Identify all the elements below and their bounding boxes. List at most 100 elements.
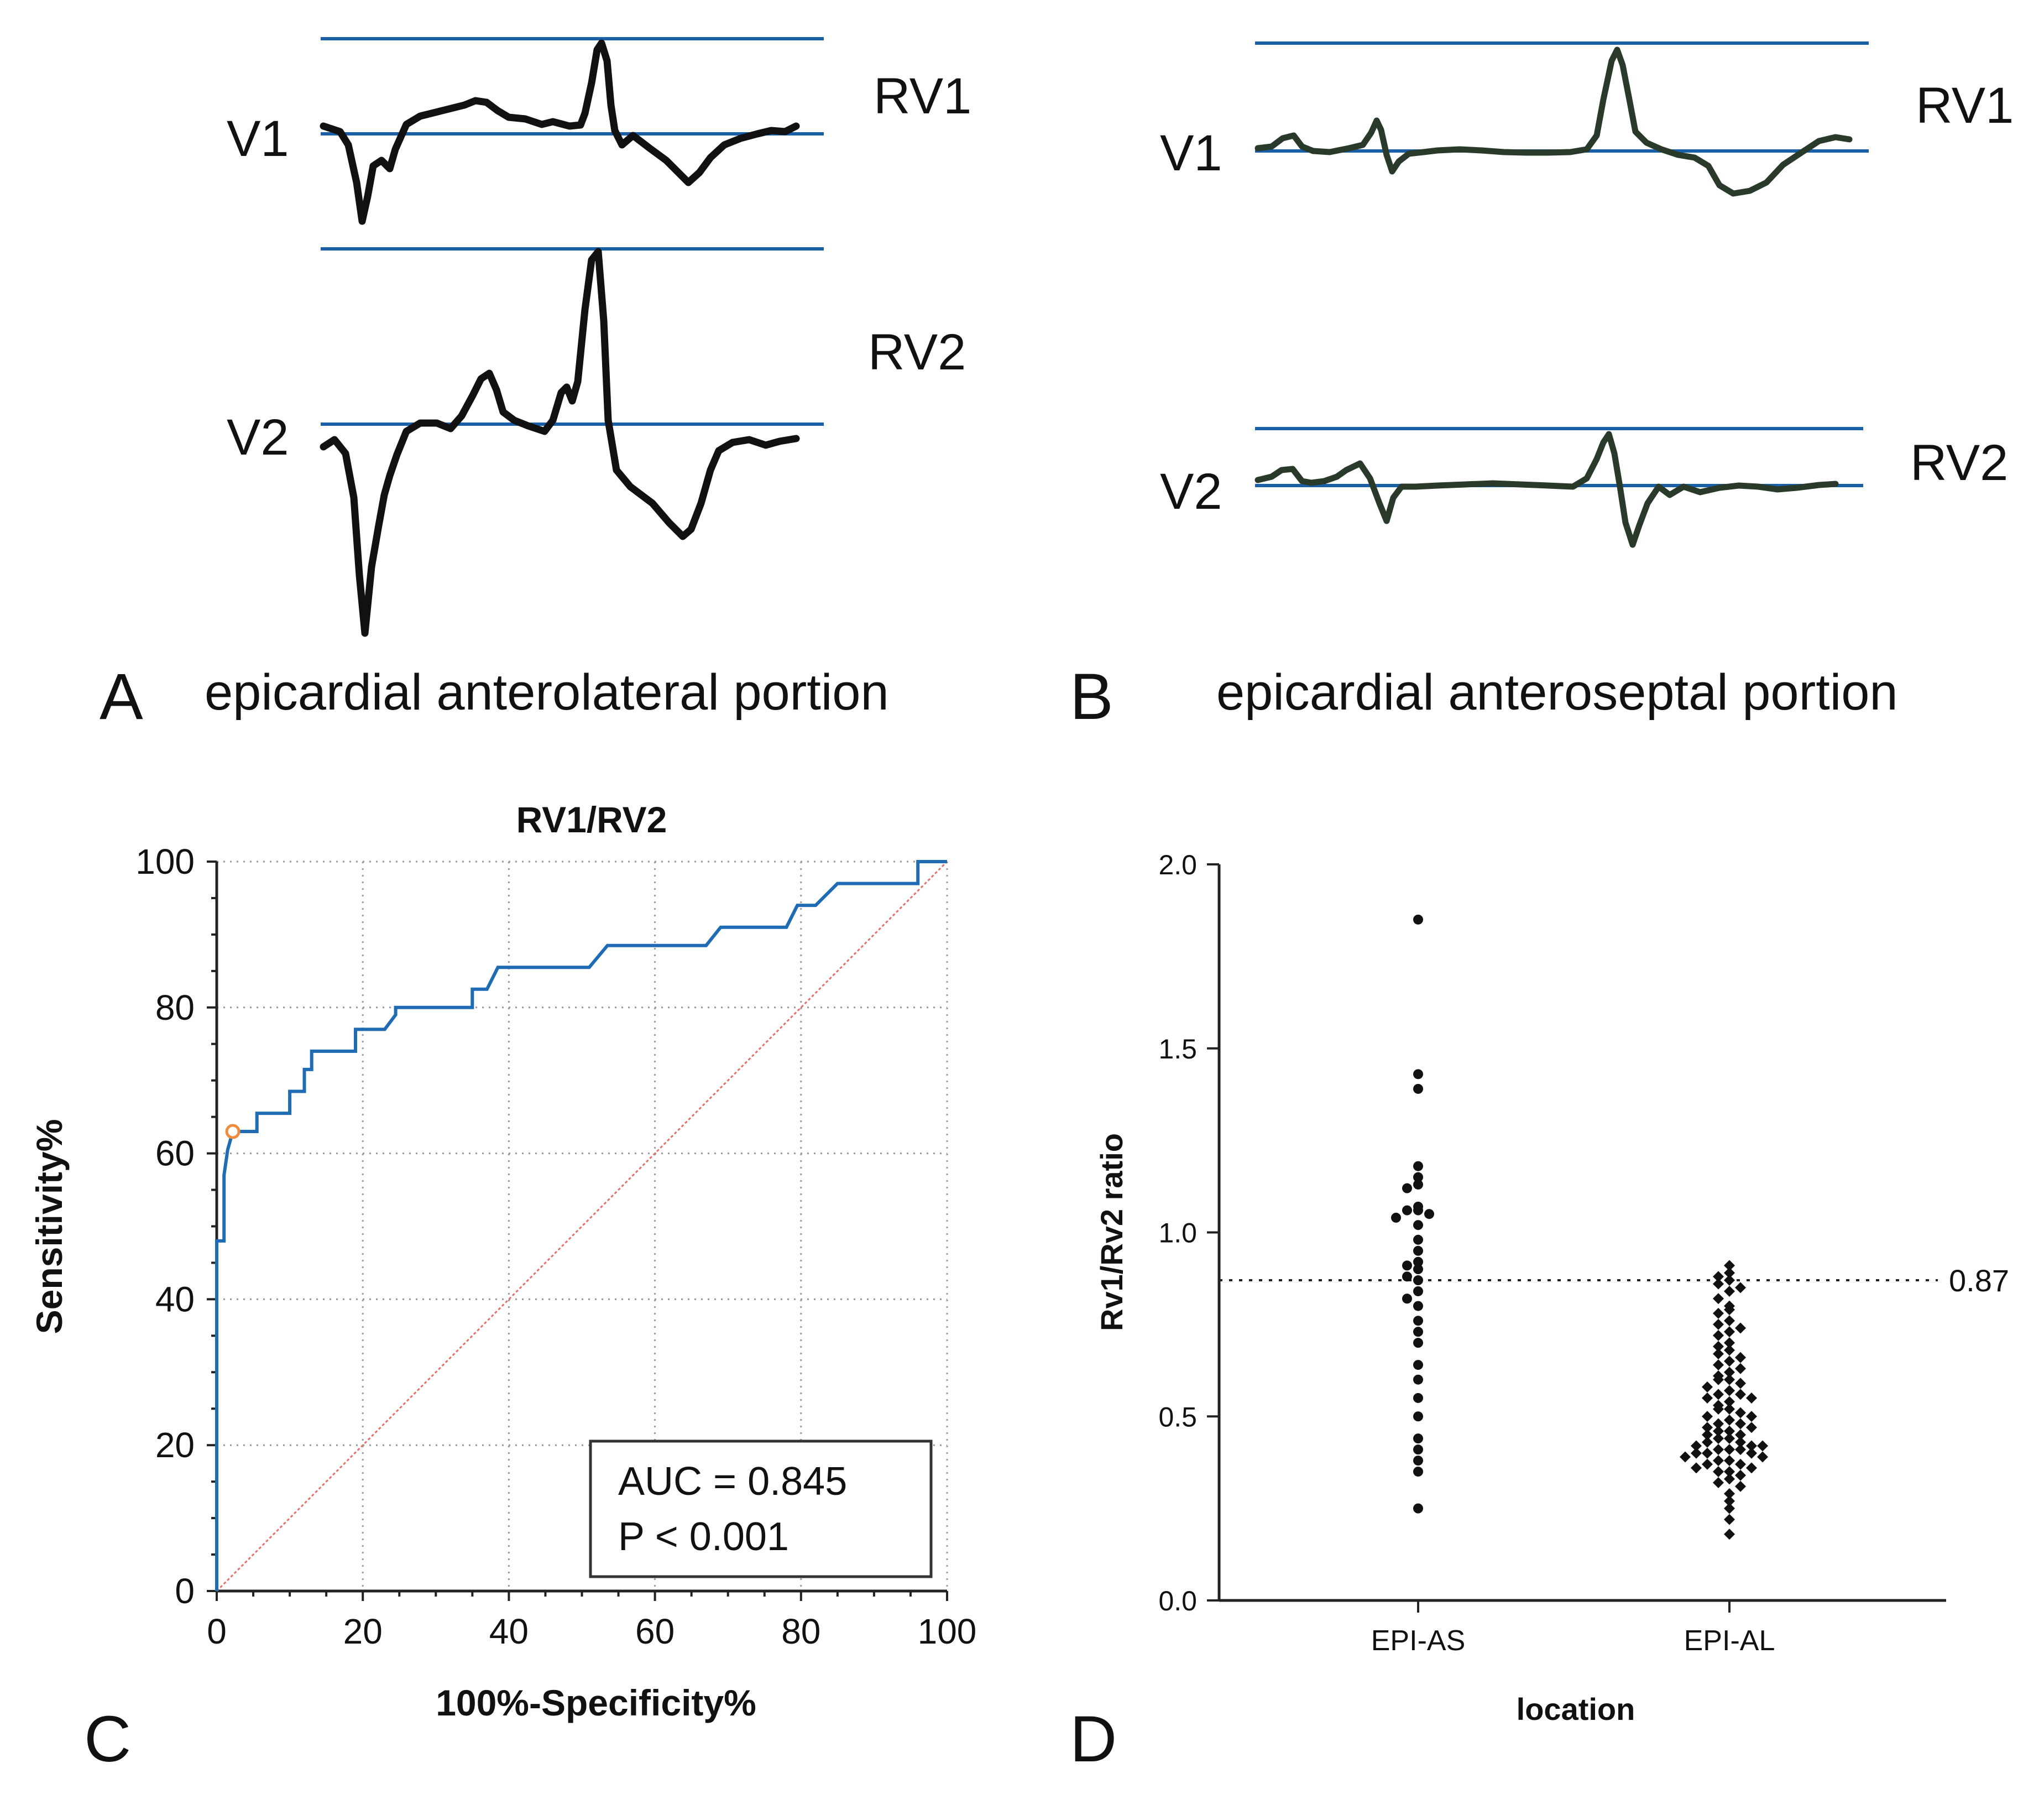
scatter-point-epi-al (1724, 1495, 1735, 1507)
scatter-point-epi-as (1413, 1360, 1423, 1370)
scatter-point-epi-al (1691, 1447, 1702, 1459)
scatter-point-epi-al (1735, 1444, 1746, 1456)
scatter-point-epi-as (1413, 1275, 1423, 1286)
scatter-point-epi-as (1413, 1205, 1423, 1216)
scatter-point-epi-al (1757, 1451, 1768, 1463)
scatter-y-tick-label: 2.0 (1158, 849, 1197, 880)
scatter-point-epi-al (1724, 1374, 1735, 1385)
panel-a-letter: A (100, 660, 143, 733)
scatter-point-epi-as (1413, 1411, 1423, 1422)
scatter-point-epi-as (1402, 1260, 1412, 1271)
ecg-a-v2-label: V2 (227, 409, 289, 466)
ecg-b-v2-trace (1254, 431, 1839, 548)
scatter-point-epi-as (1413, 1338, 1423, 1348)
roc-y-tick-label: 60 (155, 1134, 195, 1174)
scatter-point-epi-al (1724, 1396, 1735, 1407)
scatter-point-epi-al (1735, 1436, 1746, 1448)
scatter-point-epi-al (1724, 1466, 1735, 1478)
scatter-point-epi-al (1724, 1444, 1735, 1456)
scatter-y-tick-label: 1.0 (1158, 1218, 1197, 1249)
scatter-point-epi-al (1691, 1440, 1702, 1452)
panel-a: V1 V2 RV1 RV2 A epicardial anterolateral… (100, 37, 971, 733)
roc-y-tick-label: 0 (175, 1571, 195, 1611)
ratio-scatter-chart: 0.0 0.5 1.0 1.5 2.0 EPI-AS EPI-AL 0.87 Rv1/Rv2… (1070, 849, 2009, 1776)
scatter-point-epi-al (1735, 1429, 1746, 1441)
scatter-point-epi-al (1735, 1407, 1746, 1418)
scatter-point-epi-al (1724, 1514, 1735, 1525)
scatter-point-epi-al (1713, 1348, 1724, 1360)
scatter-point-epi-as (1391, 1212, 1401, 1223)
scatter-point-epi-al (1713, 1477, 1724, 1489)
scatter-point-epi-al (1724, 1355, 1735, 1367)
ecg-a-v1-trace (320, 39, 800, 225)
scatter-point-epi-as (1413, 1467, 1423, 1477)
roc-y-tick-label: 100 (135, 842, 195, 882)
scatter-point-epi-al (1735, 1469, 1746, 1481)
scatter-point-epi-as (1402, 1183, 1412, 1193)
scatter-point-epi-al (1724, 1267, 1735, 1279)
scatter-point-epi-as (1413, 1433, 1423, 1444)
scatter-point-epi-as (1413, 1264, 1423, 1275)
scatter-point-epi-al (1735, 1352, 1746, 1363)
scatter-point-epi-al (1724, 1326, 1735, 1338)
scatter-point-epi-as (1402, 1294, 1412, 1304)
scatter-point-epi-al (1724, 1385, 1735, 1396)
roc-auc-label: AUC = 0.845 (618, 1459, 847, 1504)
scatter-point-epi-al (1724, 1285, 1735, 1297)
ecg-a-rv1-label: RV1 (874, 68, 971, 124)
scatter-point-epi-al (1724, 1455, 1735, 1467)
scatter-point-epi-as (1413, 1161, 1423, 1171)
scatter-y-tick-label: 0.0 (1158, 1585, 1197, 1616)
scatter-point-epi-as (1402, 1271, 1412, 1282)
scatter-point-epi-al (1713, 1418, 1724, 1430)
scatter-point-epi-al (1724, 1344, 1735, 1356)
scatter-point-epi-al (1702, 1429, 1713, 1441)
scatter-point-epi-as (1413, 1179, 1423, 1190)
panel-b-caption: epicardial anteroseptal portion (1216, 664, 1898, 721)
ecg-a-v2-trace (320, 248, 800, 637)
scatter-point-epi-al (1724, 1529, 1735, 1540)
scatter-point-epi-al (1735, 1322, 1746, 1334)
ecg-b-v2-label: V2 (1160, 463, 1222, 520)
panel-d-letter: D (1070, 1703, 1117, 1776)
scatter-point-epi-as (1413, 1069, 1423, 1079)
scatter-point-epi-al (1713, 1359, 1724, 1371)
ecg-b-v1-trace (1254, 46, 1853, 197)
scatter-point-epi-al (1724, 1304, 1735, 1316)
scatter-point-epi-as (1402, 1205, 1412, 1216)
roc-x-tick-label: 40 (489, 1611, 529, 1651)
scatter-point-epi-as (1413, 1234, 1423, 1245)
roc-p-label: P < 0.001 (618, 1515, 789, 1559)
scatter-point-epi-al (1713, 1374, 1724, 1385)
roc-curve (215, 860, 947, 1591)
scatter-point-epi-al (1702, 1392, 1713, 1404)
scatter-point-epi-al (1724, 1275, 1735, 1286)
scatter-point-epi-al (1713, 1278, 1724, 1290)
roc-annotation-box (589, 1440, 933, 1578)
scatter-point-epi-al (1724, 1260, 1735, 1271)
scatter-point-epi-as (1413, 1286, 1423, 1296)
scatter-point-epi-as (1413, 1172, 1423, 1182)
scatter-point-epi-al (1724, 1488, 1735, 1500)
scatter-point-epi-as (1413, 1374, 1423, 1385)
scatter-point-epi-as (1424, 1209, 1434, 1219)
scatter-point-epi-al (1713, 1329, 1724, 1341)
ecg-b-v1-label: V1 (1160, 125, 1222, 181)
scatter-y-axis-title: Rv1/Rv2 ratio (1094, 1133, 1129, 1331)
scatter-point-epi-al (1724, 1337, 1735, 1349)
scatter-category-label: EPI-AL (1684, 1625, 1775, 1657)
scatter-point-epi-al (1746, 1422, 1757, 1433)
scatter-point-epi-al (1713, 1271, 1724, 1282)
scatter-point-epi-al (1735, 1282, 1746, 1294)
roc-chart: RV1/RV2 0 20 40 60 80 100 0 20 40 60 80 100 AUC = 0… (29, 799, 976, 1776)
roc-y-tick-label: 80 (155, 988, 195, 1028)
scatter-point-epi-al (1713, 1466, 1724, 1478)
scatter-point-epi-al (1713, 1318, 1724, 1330)
scatter-point-epi-al (1702, 1447, 1713, 1459)
scatter-point-epi-al (1713, 1433, 1724, 1444)
scatter-point-epi-al (1746, 1411, 1757, 1422)
scatter-point-epi-al (1735, 1389, 1746, 1400)
panel-c-letter: C (84, 1703, 131, 1776)
roc-y-axis-title: Sensitivity% (29, 1119, 70, 1334)
ecg-a-rv2-label: RV2 (868, 324, 966, 380)
